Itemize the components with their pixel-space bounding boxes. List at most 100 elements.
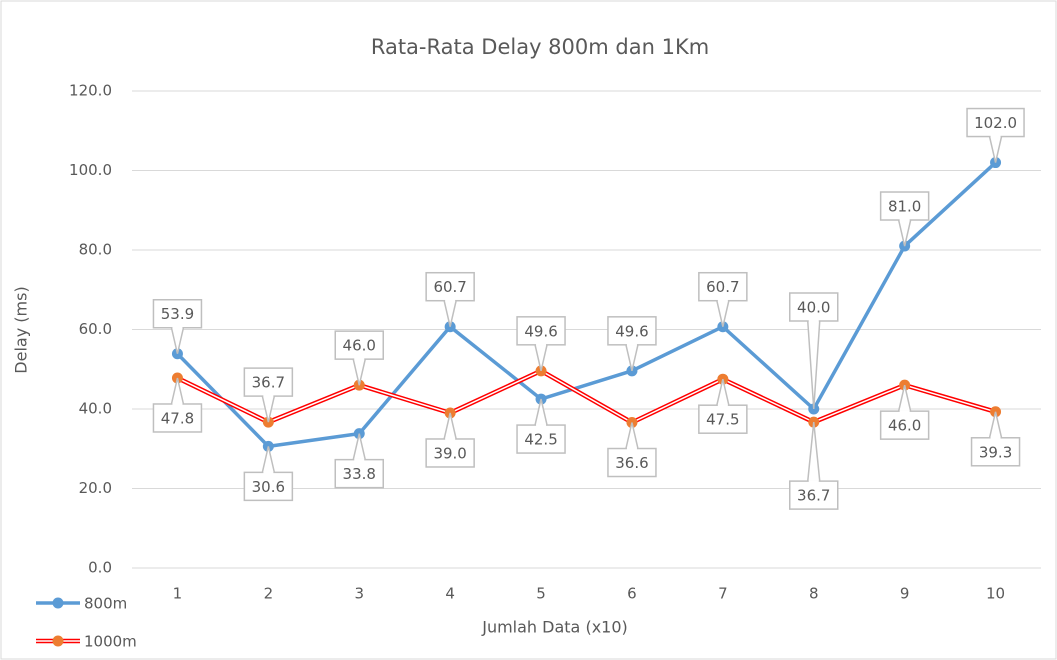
series-line (176, 161, 997, 449)
label-box (425, 438, 475, 468)
data-label-group: 36.6 (607, 422, 657, 478)
data-label: 60.7 (706, 278, 739, 296)
label-cover (990, 436, 1001, 440)
label-pointer (261, 446, 276, 473)
label-cover (899, 410, 910, 414)
data-label: 49.6 (524, 322, 557, 340)
x-tick-label: 8 (809, 585, 819, 603)
x-tick-label: 7 (718, 585, 728, 603)
y-tick-label: 120.0 (69, 82, 112, 100)
data-label: 33.8 (343, 465, 376, 483)
label-box (607, 447, 657, 478)
x-axis-title: Jumlah Data (x10) (481, 618, 628, 637)
data-label-group: 81.0 (879, 191, 930, 247)
data-label: 36.6 (615, 454, 648, 472)
label-cover (899, 218, 910, 222)
label-box (966, 107, 1025, 138)
data-label-group: 36.7 (789, 422, 839, 510)
label-pointer (716, 300, 730, 327)
y-tick-label: 40.0 (79, 400, 112, 418)
data-label: 40.0 (797, 299, 830, 317)
chart-title: Rata-Rata Delay 800m dan 1Km (371, 35, 709, 59)
label-pointer (807, 320, 821, 410)
label-pointer (807, 422, 821, 482)
data-label: 46.0 (888, 417, 921, 435)
label-box (516, 424, 566, 454)
label-cover (263, 394, 274, 398)
data-label: 36.7 (797, 487, 830, 505)
label-cover (626, 447, 637, 451)
data-label-group: 36.7 (243, 367, 294, 423)
label-pointer (443, 300, 457, 327)
label-pointer (261, 395, 276, 423)
data-label-group: 46.0 (334, 330, 384, 386)
label-cover (172, 402, 183, 406)
y-tick-label: 80.0 (79, 241, 112, 259)
data-label: 30.6 (252, 478, 285, 496)
data-label: 81.0 (888, 198, 921, 216)
y-axis-title: Delay (ms) (12, 286, 31, 373)
data-label-group: 102.0 (966, 107, 1025, 163)
data-label: 49.6 (615, 322, 648, 340)
label-cover (445, 437, 456, 441)
label-cover (626, 342, 637, 346)
legend-marker (52, 635, 64, 647)
label-pointer (988, 136, 1003, 163)
data-label: 102.0 (974, 114, 1017, 132)
data-label: 46.0 (343, 337, 376, 355)
data-label: 42.5 (524, 431, 557, 449)
label-pointer (170, 327, 185, 354)
x-tick-label: 6 (627, 585, 637, 603)
label-pointer (534, 398, 548, 426)
label-pointer (170, 377, 185, 405)
label-pointer (352, 433, 366, 460)
x-tick-label: 2 (264, 585, 274, 603)
legend-label: 800m (84, 595, 127, 613)
data-label-group: 47.5 (698, 379, 748, 434)
label-box (243, 367, 294, 397)
x-tick-label: 1 (173, 585, 183, 603)
label-pointer (534, 344, 548, 372)
label-cover (263, 471, 274, 475)
label-box (152, 403, 203, 433)
label-cover (536, 342, 547, 346)
y-tick-label: 0.0 (88, 559, 112, 577)
label-pointer (988, 411, 1003, 438)
label-cover (808, 319, 819, 322)
label-cover (990, 134, 1001, 138)
y-tick-label: 20.0 (79, 479, 112, 497)
label-box (698, 271, 748, 302)
label-cover (354, 458, 365, 462)
data-label-group: 33.8 (334, 433, 384, 489)
data-label-group: 49.6 (607, 316, 657, 372)
data-label-group: 40.0 (789, 292, 839, 410)
label-box (243, 471, 294, 502)
data-label-group: 39.3 (970, 411, 1021, 467)
label-cover (808, 480, 819, 484)
data-label: 60.7 (433, 278, 466, 296)
data-label-group: 49.6 (516, 316, 566, 372)
label-box (516, 316, 566, 346)
data-label-group: 60.7 (425, 271, 475, 327)
data-label-group: 39.0 (425, 412, 475, 468)
x-tick-label: 4 (445, 585, 455, 603)
label-pointer (897, 384, 912, 412)
label-cover (172, 325, 183, 329)
label-cover (445, 298, 456, 302)
y-tick-label: 100.0 (69, 161, 112, 179)
x-tick-label: 10 (986, 585, 1005, 603)
label-box (698, 404, 748, 434)
label-pointer (716, 379, 730, 406)
label-pointer (625, 344, 639, 372)
data-label-group: 60.7 (698, 271, 748, 327)
data-label: 39.0 (433, 444, 466, 462)
y-tick-label: 60.0 (79, 320, 112, 338)
label-pointer (897, 219, 912, 247)
series-line-inner (177, 369, 996, 424)
label-box (334, 330, 384, 360)
legend-marker (52, 597, 64, 609)
data-label: 36.7 (252, 374, 285, 392)
label-cover (717, 298, 728, 302)
data-label-group: 30.6 (243, 446, 294, 502)
